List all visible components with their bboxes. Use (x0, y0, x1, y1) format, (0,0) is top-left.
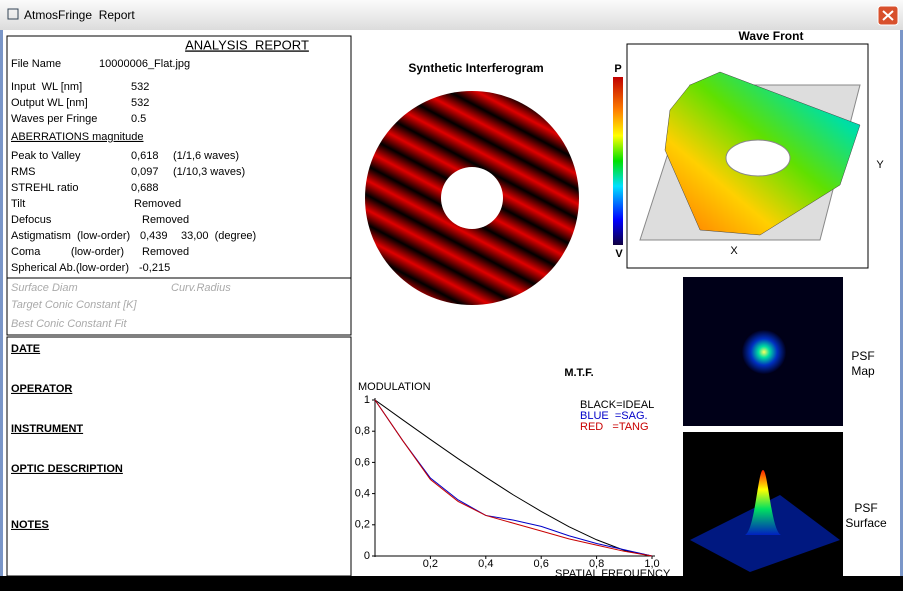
aberration-label: Peak to Valley (11, 150, 81, 162)
y-tick-label: 0,6 (355, 456, 370, 468)
y-tick-label: 1 (364, 394, 370, 406)
legend-entry: BLACK=IDEAL (580, 399, 654, 411)
app-icon (7, 8, 19, 20)
aberration-value: 0,439 (140, 230, 168, 242)
y-axis-label: MODULATION (358, 381, 431, 393)
close-icon (882, 10, 894, 21)
legend-entry: RED =TANG (580, 421, 649, 433)
aberration-value: -0,215 (139, 262, 170, 274)
aberration-value: Removed (134, 198, 181, 210)
window-title: AtmosFringe Report (24, 8, 135, 22)
aberration-value: 33,00 (degree) (181, 230, 256, 242)
aberration-label: Defocus (11, 214, 52, 226)
y-tick-label: 0 (364, 550, 370, 562)
y-tick-label: 0,2 (355, 519, 370, 531)
x-axis-label: SPATIAL FREQUENCY (555, 568, 671, 580)
wavefront-y: Y (876, 159, 884, 171)
aberration-label: Tilt (11, 198, 25, 210)
title-bar (0, 0, 903, 30)
field-value: 0.5 (131, 113, 146, 125)
surface-field: Curv.Radius (171, 282, 231, 294)
report-title: ANALYSIS REPORT (185, 37, 309, 52)
aberration-label: Astigmatism (low-order) (11, 230, 130, 242)
field-label: Waves per Fringe (11, 113, 97, 125)
x-tick-label: 1,0 (644, 558, 659, 570)
aberration-value: 0,688 (131, 182, 159, 194)
psf-surface-label: Surface (845, 516, 887, 530)
section-heading: INSTRUMENT (11, 423, 83, 435)
interferogram (360, 85, 590, 315)
surface-field: Best Conic Constant Fit (11, 318, 127, 330)
wavefront-x: X (730, 245, 738, 257)
aberration-value: (1/10,3 waves) (173, 166, 245, 178)
aberration-value: Removed (142, 246, 189, 258)
field-value: 532 (131, 97, 149, 109)
psf-spot (742, 330, 786, 374)
section-heading: OPTIC DESCRIPTION (11, 463, 123, 475)
aberration-value: 0,618 (131, 150, 159, 162)
surface-box (6, 277, 352, 336)
field-value: 10000006_Flat.jpg (99, 58, 190, 70)
section-heading: DATE (11, 343, 40, 355)
aberration-label: RMS (11, 166, 35, 178)
x-tick-label: 0,2 (423, 558, 438, 570)
mtf-title: M.T.F. (564, 367, 593, 379)
x-tick-label: 0,6 (534, 558, 549, 570)
surface-field: Surface Diam (11, 282, 78, 294)
interferogram-title: Synthetic Interferogram (408, 61, 543, 75)
aberration-value: (1/1,6 waves) (173, 150, 239, 162)
aberration-label: Spherical Ab.(low-order) (11, 262, 129, 274)
section-heading: NOTES (11, 519, 49, 531)
legend-entry: BLUE =SAG. (580, 410, 648, 422)
field-label: Output WL [nm] (11, 97, 88, 109)
wavefront-title: Wave Front (739, 29, 804, 43)
color-scale (613, 77, 623, 245)
mtf-line (374, 399, 653, 557)
psf-peak (745, 470, 781, 535)
y-tick-label: 0,4 (355, 488, 370, 500)
scale-bottom: V (615, 248, 623, 260)
mtf-line (374, 399, 653, 557)
field-value: 532 (131, 81, 149, 93)
section-heading: OPERATOR (11, 383, 72, 395)
wavefront-hole (725, 139, 791, 177)
surface-field: Target Conic Constant [K] (11, 299, 137, 311)
field-label: Input WL [nm] (11, 81, 82, 93)
psf-surface-label: PSF (854, 501, 877, 515)
scale-top: P (614, 63, 621, 75)
aberration-label: Coma (low-order) (11, 246, 124, 258)
field-label: File Name (11, 58, 61, 70)
aberrations-heading: ABERRATIONS magnitude (11, 131, 143, 143)
psf-map-label: PSF (851, 349, 874, 363)
notes-box (6, 336, 352, 577)
aberration-value: Removed (142, 214, 189, 226)
mtf-line (374, 399, 653, 557)
psf-map-label: Map (851, 364, 875, 378)
aberration-label: STREHL ratio (11, 182, 78, 194)
aberration-value: 0,097 (131, 166, 159, 178)
x-tick-label: 0,8 (589, 558, 604, 570)
x-tick-label: 0,4 (478, 558, 493, 570)
taskbar (0, 576, 903, 591)
y-tick-label: 0,8 (355, 425, 370, 437)
